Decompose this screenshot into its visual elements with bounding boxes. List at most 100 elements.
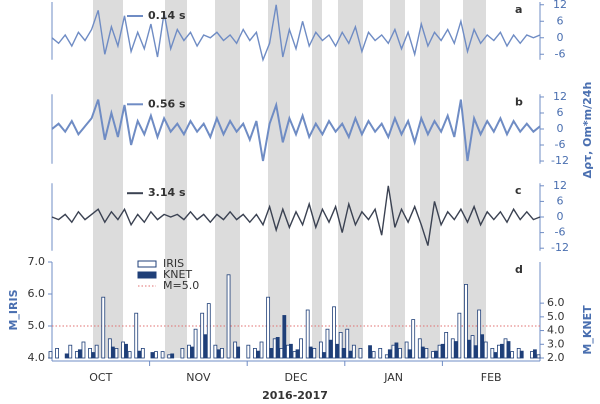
bar: [510, 351, 515, 359]
bar: [200, 312, 205, 359]
bar: [450, 338, 455, 359]
bar: [259, 341, 264, 359]
bar: [384, 354, 389, 359]
y2-tick-label: 2.0: [547, 351, 565, 364]
y-tick-label: 12: [553, 90, 567, 103]
y-axis-label: M_IRIS: [7, 289, 20, 330]
y-tick-label: 6: [557, 14, 564, 27]
bar: [497, 344, 501, 359]
y-tick-label: 6.0: [28, 287, 46, 300]
bar: [516, 347, 521, 359]
shaded-periods: [93, 0, 486, 358]
x-tick-label: JAN: [383, 371, 403, 384]
bar: [325, 328, 330, 359]
y-tick-label: 7.0: [28, 255, 46, 268]
bar: [107, 338, 112, 359]
legend-label: KNET: [163, 268, 192, 281]
series-line: [51, 4, 541, 63]
bar: [312, 347, 317, 359]
bar: [351, 344, 356, 359]
bar: [335, 343, 339, 359]
y2-tick-label: 3.0: [547, 337, 565, 350]
bar: [246, 344, 251, 359]
bar: [167, 354, 172, 359]
bar: [206, 303, 211, 359]
y-axis-label: Δρτ, Om*m/24h: [581, 82, 594, 179]
bar: [190, 346, 194, 359]
bar: [394, 342, 399, 359]
y2-axis-label: M_KNET: [581, 305, 594, 355]
x-tick-label: OCT: [89, 371, 112, 384]
bar: [269, 347, 274, 359]
bar: [55, 347, 59, 359]
bar: [91, 352, 95, 359]
shaded-band: [268, 0, 290, 358]
bar: [477, 309, 482, 359]
bar: [305, 309, 310, 359]
panel-letter: c: [515, 184, 522, 197]
bar: [493, 352, 498, 359]
bar: [500, 343, 504, 359]
bar: [236, 346, 241, 359]
bar: [358, 347, 363, 359]
shaded-band: [338, 0, 363, 358]
bar: [272, 338, 277, 359]
bar: [140, 347, 145, 359]
bar: [64, 353, 69, 359]
bar: [338, 331, 343, 359]
shaded-band: [93, 0, 123, 358]
bar: [292, 351, 297, 359]
bar: [480, 334, 485, 359]
y-tick-label: 6: [557, 106, 564, 119]
bar: [348, 350, 353, 359]
y-tick-label: 6: [557, 194, 564, 207]
shaded-band: [463, 0, 486, 358]
bar: [220, 347, 224, 359]
bar: [457, 312, 462, 359]
bar: [74, 351, 79, 359]
bar: [464, 283, 468, 359]
bar: [453, 341, 458, 359]
bar: [114, 347, 119, 359]
series-line: [51, 99, 541, 162]
bar: [490, 347, 495, 359]
bar: [420, 346, 425, 359]
legend-label: 0.56 s: [148, 97, 186, 110]
bar: [127, 351, 132, 359]
bar: [519, 350, 524, 359]
bar: [275, 337, 280, 359]
bar: [417, 338, 422, 359]
bar: [266, 296, 271, 359]
bar: [160, 351, 165, 359]
panel-letter: b: [515, 95, 523, 108]
x-tick-label: DEC: [284, 371, 307, 384]
bar: [503, 338, 508, 359]
bar: [437, 344, 442, 359]
legend-label: IRIS: [163, 257, 184, 270]
bar: [536, 354, 541, 359]
bar: [398, 347, 402, 359]
y-tick-label: -12: [551, 241, 569, 254]
bar: [440, 343, 445, 359]
y-tick-label: 12: [553, 179, 567, 192]
bar: [506, 341, 511, 359]
bar: [68, 344, 73, 359]
bar: [345, 328, 350, 359]
bar: [88, 347, 92, 359]
shaded-band: [312, 0, 322, 358]
bar: [444, 331, 449, 359]
y-tick-label: 0: [557, 210, 564, 223]
bar: [533, 349, 537, 359]
y2-tick-label: 4.0: [547, 324, 565, 337]
bar: [470, 335, 475, 359]
bar: [187, 344, 191, 359]
bar: [77, 349, 82, 359]
bar: [299, 338, 303, 359]
bar: [404, 341, 409, 359]
series-line: [51, 185, 541, 246]
legend-label: 0.14 s: [148, 9, 186, 22]
bar: [170, 353, 175, 359]
x-tick-label: FEB: [481, 371, 502, 384]
bar: [483, 341, 488, 359]
bar: [282, 315, 287, 359]
